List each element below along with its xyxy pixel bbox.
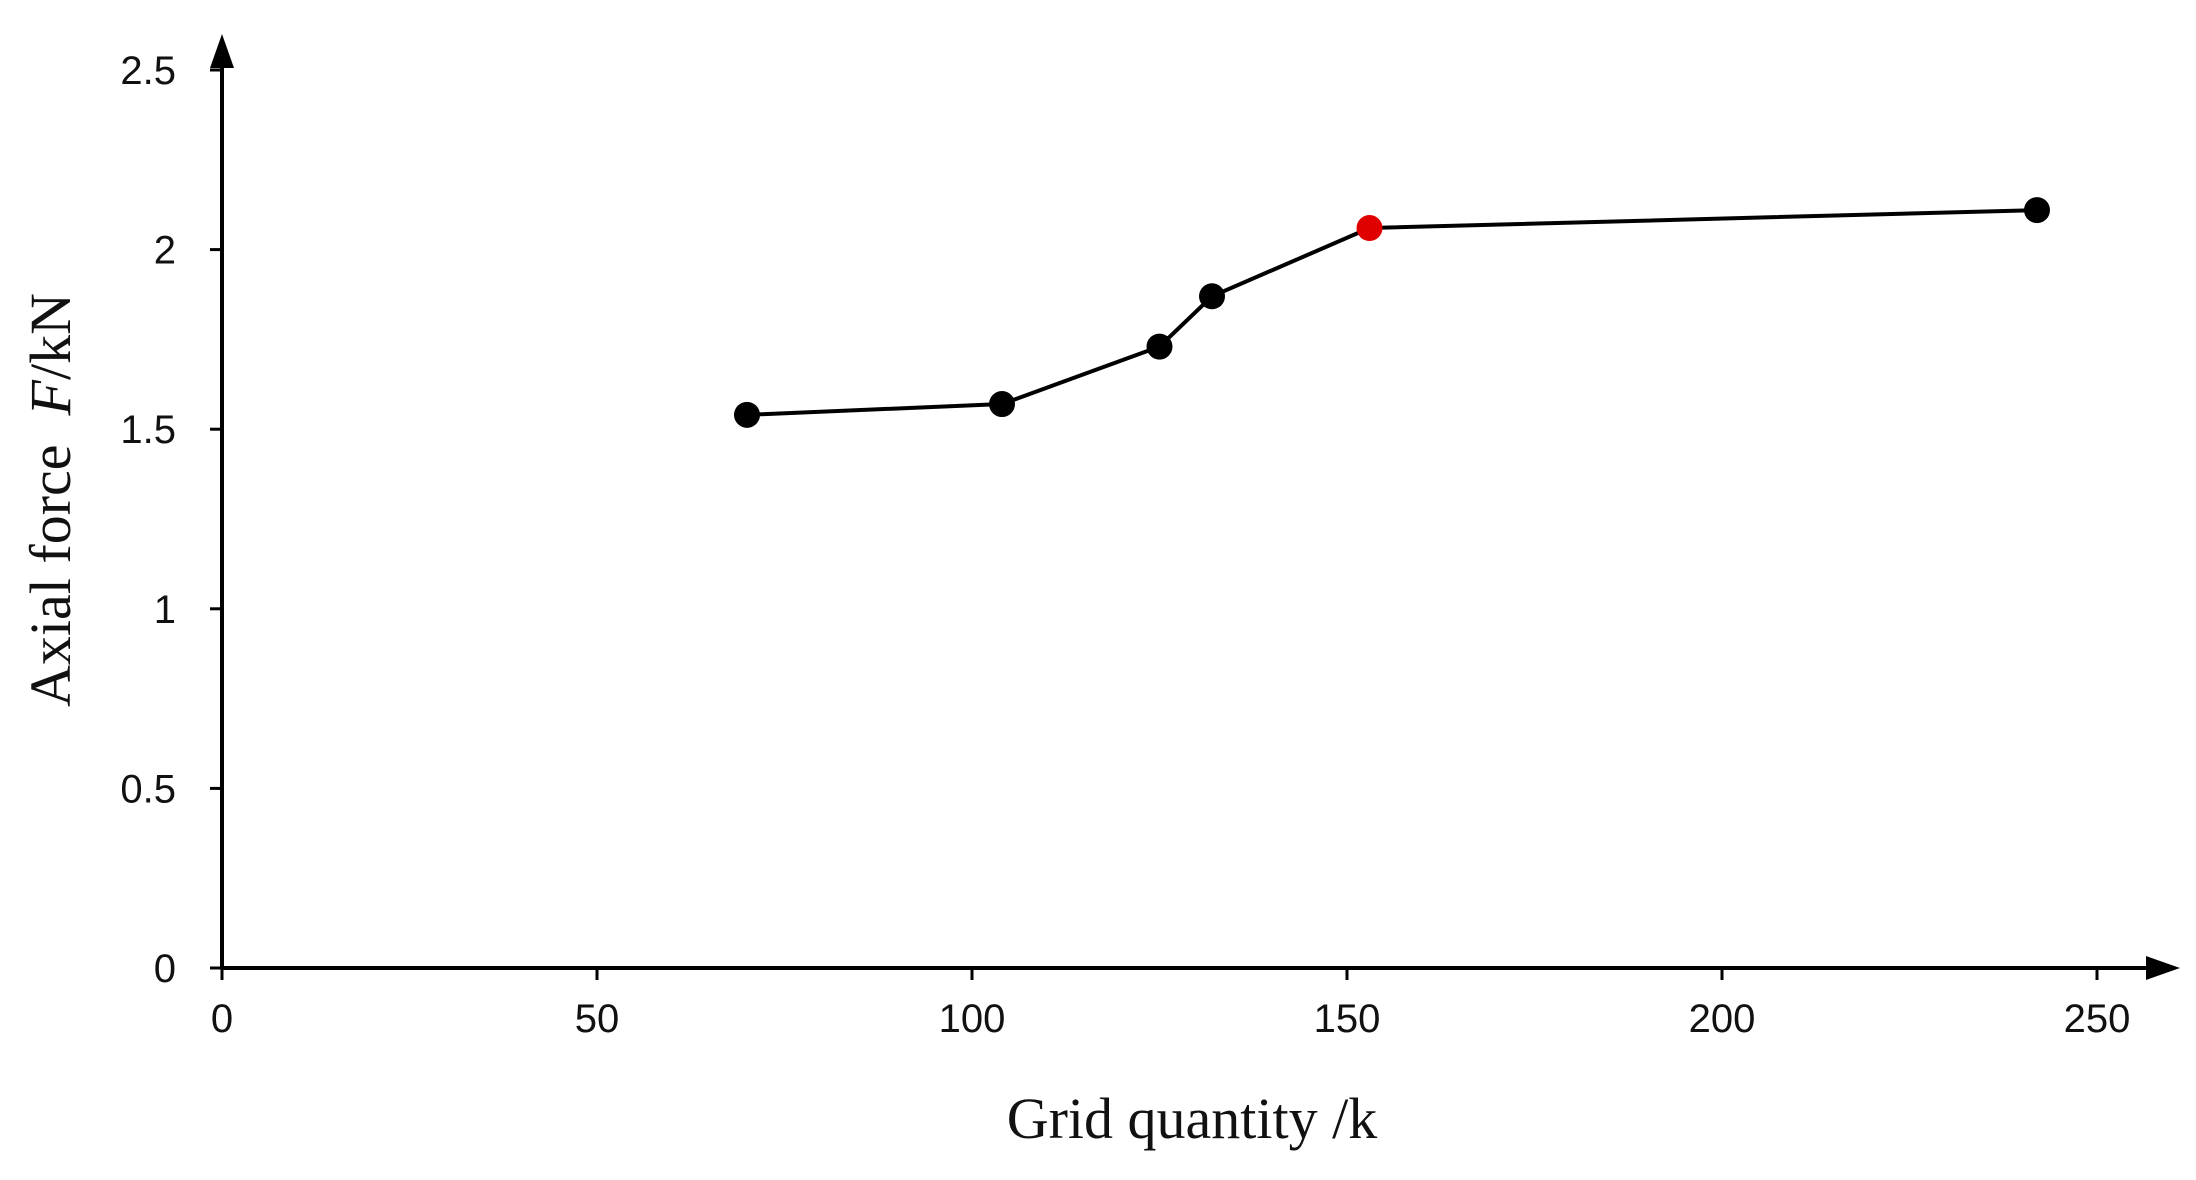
y-axis-title: Axial force F/kN: [18, 293, 83, 707]
x-tick-label: 200: [1689, 997, 1756, 1041]
data-point: [2024, 197, 2050, 224]
y-tick-label: 0.5: [120, 767, 176, 811]
highlighted-data-point: [1356, 215, 1383, 242]
axes: [210, 34, 2180, 980]
y-axis-title-variable: F: [18, 379, 83, 416]
x-tick-label: 100: [939, 997, 1006, 1041]
x-tick-label: 250: [2064, 997, 2131, 1041]
y-tick-label: 0: [154, 947, 176, 991]
x-tick-label: 150: [1314, 997, 1381, 1041]
data-point: [1146, 333, 1173, 360]
data-point: [734, 401, 760, 428]
data-point: [989, 391, 1015, 418]
series: [734, 197, 2050, 428]
x-ticks: 0 50 100 150 200 250: [211, 968, 2131, 1041]
series-line: [746, 208, 2038, 417]
y-tick-label: 2.5: [120, 49, 176, 93]
y-tick-label: 2: [154, 229, 176, 273]
x-tick-label: 0: [211, 997, 233, 1041]
x-axis-title: Grid quantity /k: [1007, 1086, 1378, 1151]
y-tick-label: 1: [154, 588, 176, 632]
y-axis-arrow: [210, 34, 234, 68]
x-axis-arrow: [2146, 956, 2180, 980]
y-ticks: 0 0.5 1 1.5 2 2.5: [120, 49, 222, 991]
y-axis-title-prefix: Axial force: [18, 415, 83, 706]
data-point: [1199, 283, 1225, 310]
y-tick-label: 1.5: [120, 408, 176, 452]
x-tick-label: 50: [575, 997, 620, 1041]
y-axis-title-unit: /kN: [18, 293, 83, 380]
